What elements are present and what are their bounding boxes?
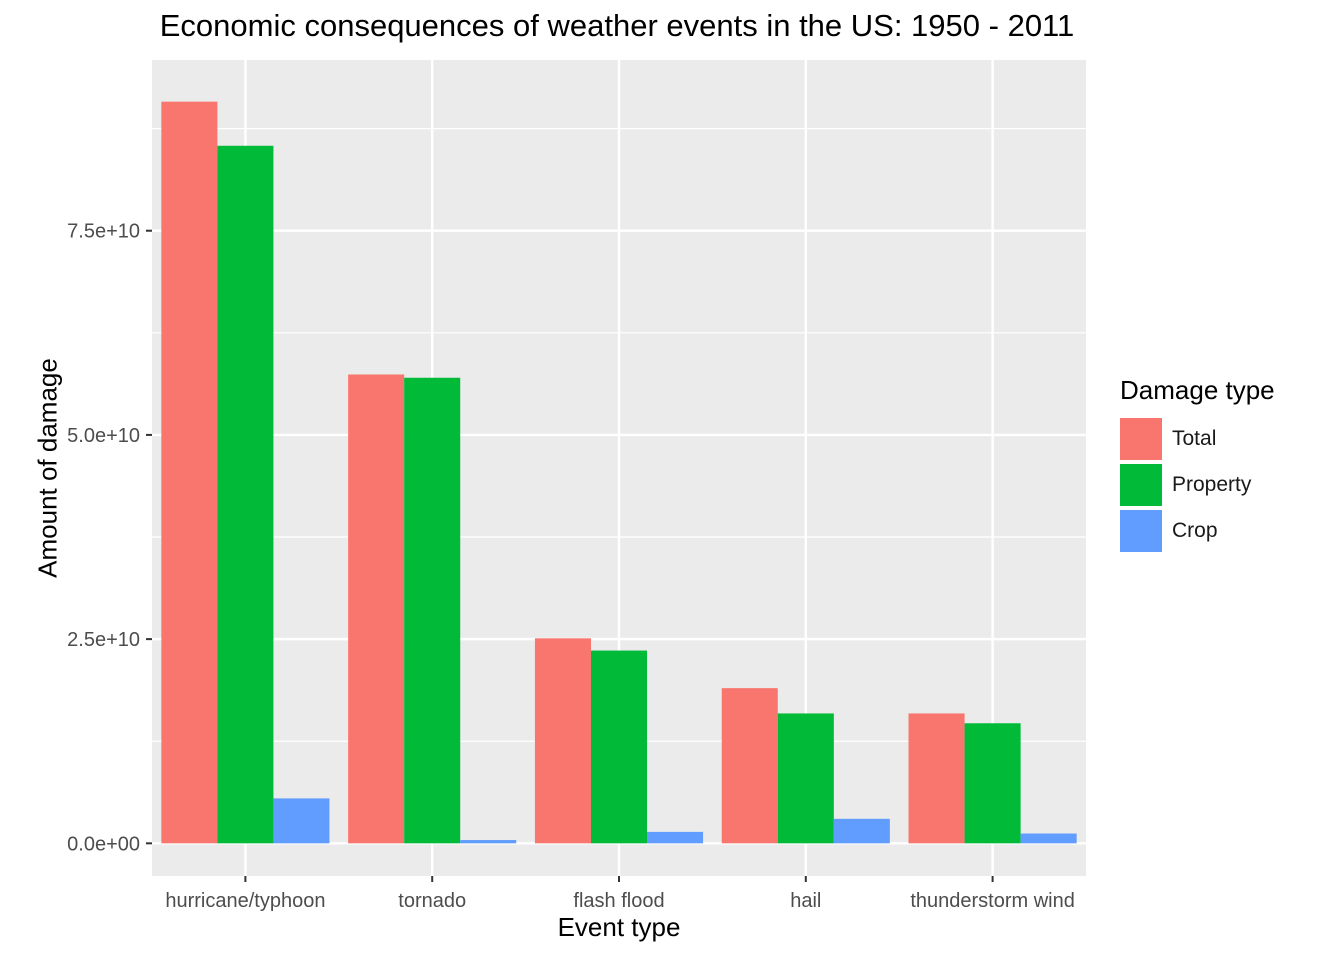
legend-title: Damage type	[1120, 375, 1275, 405]
y-tick-label: 2.5e+10	[67, 629, 140, 651]
x-tick-label: thunderstorm wind	[910, 890, 1075, 912]
legend-label-total: Total	[1172, 427, 1217, 450]
y-tick-label: 7.5e+10	[67, 221, 140, 243]
bar-crop	[1020, 833, 1077, 844]
x-tick-label: flash flood	[573, 890, 664, 912]
chart-title: Economic consequences of weather events …	[159, 8, 1075, 43]
x-tick-label: tornado	[398, 890, 466, 912]
legend-swatch-total	[1120, 418, 1162, 460]
legend-item-total: Total	[1120, 416, 1275, 462]
bar-property	[964, 723, 1021, 844]
bar-total	[348, 374, 405, 844]
bar-total	[908, 713, 965, 844]
y-tick-label: 5.0e+10	[67, 425, 140, 447]
x-axis-label: Event type	[557, 912, 681, 942]
y-tick-label: 0.0e+00	[67, 833, 140, 855]
bar-crop	[460, 840, 517, 844]
bar-total	[161, 101, 218, 844]
bar-crop	[273, 798, 330, 844]
bar-crop	[833, 818, 890, 844]
y-axis-label: Amount of damage	[32, 358, 63, 578]
legend: Damage type Total Property Crop	[1120, 375, 1275, 554]
bar-property	[404, 377, 461, 844]
bar-total	[534, 638, 591, 844]
bar-total	[721, 688, 778, 844]
x-tick-label: hurricane/typhoon	[165, 890, 325, 912]
bar-property	[590, 650, 648, 844]
x-tick-label: hail	[790, 890, 821, 912]
legend-label-property: Property	[1172, 473, 1252, 496]
legend-item-property: Property	[1120, 462, 1275, 508]
bar-crop	[647, 831, 704, 844]
legend-label-crop: Crop	[1172, 519, 1218, 542]
legend-item-crop: Crop	[1120, 508, 1275, 554]
bar-property	[217, 145, 274, 844]
legend-swatch-property	[1120, 464, 1162, 506]
legend-swatch-crop	[1120, 510, 1162, 552]
bar-property	[777, 713, 834, 844]
